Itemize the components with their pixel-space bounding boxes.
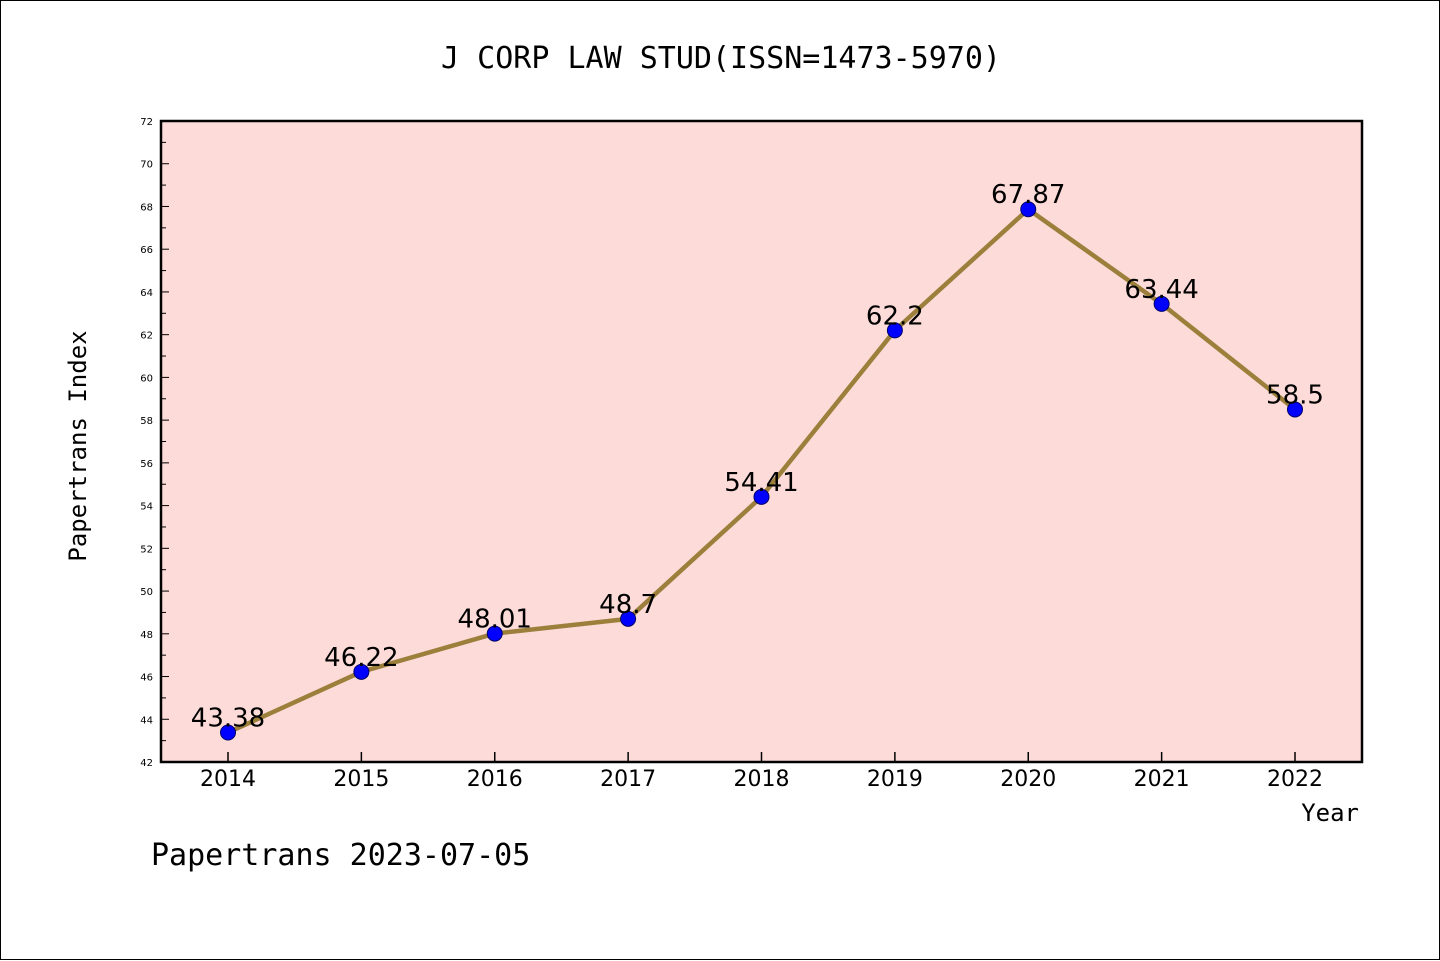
data-label: 67.87 [991,180,1065,210]
y-tick-label: 60 [140,373,153,384]
data-labels: 43.38 46.22 48.01 48.7 54.41 62.2 67.87 63.44 58… [191,180,1324,733]
y-axis-title: Papertrans Index [64,330,92,561]
plot-area [159,119,1364,764]
data-label: 43.38 [191,704,265,734]
y-tick-label: 62 [140,331,153,342]
x-tick-label: 2016 [467,767,523,792]
footer-date-stamp: Papertrans 2023-07-05 [151,838,530,873]
y-tick-label: 72 [140,117,153,128]
x-tick-label: 2014 [200,767,256,792]
x-tick-label: 2019 [867,767,923,792]
data-point-marker [353,663,370,680]
y-tick-label: 52 [140,544,153,555]
x-axis-title: Year [1301,799,1359,827]
y-tick-label: 44 [140,715,153,726]
y-tick-label: 54 [140,502,153,513]
data-label: 46.22 [324,643,398,673]
x-tick-label: 2022 [1267,767,1323,792]
data-point-marker [1020,201,1037,218]
data-point-marker [753,488,770,505]
x-tick-label: 2018 [734,767,790,792]
y-tick-label: 58 [140,416,153,427]
y-tick-label: 66 [140,245,153,256]
y-tick-label: 42 [140,758,153,769]
x-tick-label: 2017 [600,767,656,792]
data-label: 62.2 [866,301,924,331]
series-layer [220,201,1303,741]
y-tick-label: 48 [140,630,153,641]
data-label: 48.01 [458,605,532,635]
x-tick-label: 2015 [333,767,389,792]
data-label: 48.7 [599,590,657,620]
data-point-marker [1153,295,1170,312]
data-label: 54.41 [724,468,798,498]
x-axis: 2014 2015 2016 2017 2018 2019 2020 2021 2022 [200,752,1323,792]
x-tick-label: 2021 [1134,767,1190,792]
chart-title: J CORP LAW STUD(ISSN=1473-5970) [441,41,1001,76]
y-tick-label: 70 [140,160,153,171]
data-label: 58.5 [1266,380,1324,410]
y-tick-label: 64 [140,288,153,299]
data-point-marker [886,322,903,339]
y-tick-label: 56 [140,459,153,470]
data-label: 63.44 [1124,275,1198,305]
data-point-marker [486,625,503,642]
y-tick-label: 50 [140,587,153,598]
y-tick-label: 46 [140,673,153,684]
data-point-marker [1287,401,1303,418]
data-point-marker [220,724,236,741]
data-point-marker [620,610,637,627]
y-axis: 42 44 46 48 50 52 54 56 58 60 62 64 66 68 70 72 [140,117,169,769]
y-tick-label: 68 [140,202,153,213]
x-tick-label: 2020 [1000,767,1056,792]
